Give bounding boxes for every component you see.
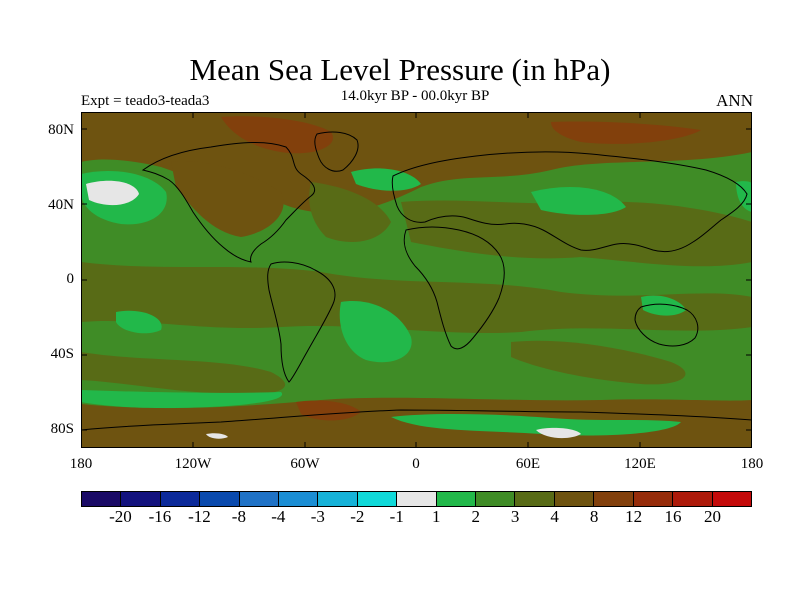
legend-swatch (672, 492, 712, 506)
antarctic-white-spot (536, 427, 581, 439)
x-tick-label: 180 (69, 456, 93, 472)
legend-labels: -20 -16 -12 -8 -4 -3 -2 -1 1 2 3 4 8 12 16 20 (81, 507, 752, 527)
legend-label: -20 (109, 507, 132, 526)
legend-swatch (356, 492, 397, 506)
legend-swatch (238, 492, 279, 506)
x-tick-label: 0 (412, 456, 420, 472)
y-tick-label: 0 (66, 271, 75, 287)
legend-swatch (199, 492, 239, 506)
atlantic-high (309, 182, 391, 242)
legend-swatch (593, 492, 633, 506)
south-atlantic-low (339, 301, 412, 363)
chart-subtitle: 14.0kyr BP - 00.0kyr BP (340, 88, 490, 104)
y-tick-label: 40N (48, 197, 74, 213)
legend-label: -2 (350, 507, 365, 526)
legend-swatch (514, 492, 554, 506)
legend-swatch (396, 492, 436, 506)
legend-label: -1 (389, 507, 404, 526)
southern-ocean-spot (206, 433, 228, 439)
north-pacific-min (86, 180, 139, 206)
x-tick-label: 180 (740, 456, 764, 472)
siberia-low (531, 187, 626, 215)
x-tick-label: 120W (174, 456, 212, 472)
legend-label: -16 (148, 507, 172, 526)
arctic-peak-anomaly (221, 116, 333, 154)
legend-label: 16 (664, 507, 682, 526)
chart-title: Mean Sea Level Pressure (in hPa) (189, 52, 611, 87)
map-svg (81, 112, 752, 448)
legend-label: 2 (471, 507, 480, 526)
map-panel (81, 112, 752, 448)
north-america-high (171, 161, 284, 237)
legend-swatch (82, 492, 121, 506)
legend-swatch (711, 492, 751, 506)
y-tick-label: 80S (50, 421, 74, 437)
tick-marks (81, 112, 752, 448)
south-pacific-low (116, 310, 162, 334)
y-tick-label: 40S (50, 346, 74, 362)
africa-coastline (403, 226, 505, 350)
legend-swatch (159, 492, 200, 506)
y-tick-label: 80N (48, 122, 74, 138)
eurasia-coastline (391, 151, 748, 253)
greenland-coastline (314, 131, 359, 172)
indian-ocean-olive (511, 340, 686, 385)
season-label: ANN (716, 91, 753, 110)
legend-label: 20 (704, 507, 722, 526)
legend-label: -4 (271, 507, 286, 526)
legend-label: -3 (310, 507, 325, 526)
x-tick-label: 120E (624, 456, 656, 472)
australia-low (641, 295, 686, 316)
south-america-coastline (267, 261, 336, 383)
southern-ocean-low (81, 390, 283, 408)
coastlines (81, 131, 752, 431)
north-atlantic-low (351, 168, 421, 191)
experiment-label: Expt = teado3-teada3 (81, 93, 210, 109)
antarctica-coastline (81, 409, 752, 431)
legend-label: 4 (550, 507, 559, 526)
australia-coastline (634, 303, 699, 347)
legend-swatch (553, 492, 594, 506)
legend-swatch (435, 492, 476, 506)
siberia-peak-anomaly (551, 121, 701, 144)
legend-swatch (632, 492, 673, 506)
eurasia-high (401, 200, 752, 267)
antarctic-low-anomaly (391, 414, 681, 436)
legend-label: -8 (231, 507, 246, 526)
x-tick-label: 60W (290, 456, 320, 472)
south-pacific-olive (81, 352, 286, 395)
legend-label: 8 (589, 507, 599, 526)
legend-label: 1 (431, 507, 441, 526)
legend-swatch (475, 492, 515, 506)
legend-label: 3 (510, 507, 520, 526)
legend-swatch (120, 492, 160, 506)
north-america-coastline (141, 141, 316, 263)
tropical-olive-band (81, 262, 752, 334)
x-tick-label: 60E (515, 456, 541, 472)
legend-label: 12 (625, 507, 643, 526)
legend-label: -12 (188, 507, 211, 526)
legend-swatch (278, 492, 318, 506)
color-legend (81, 491, 752, 507)
legend-swatch (317, 492, 357, 506)
